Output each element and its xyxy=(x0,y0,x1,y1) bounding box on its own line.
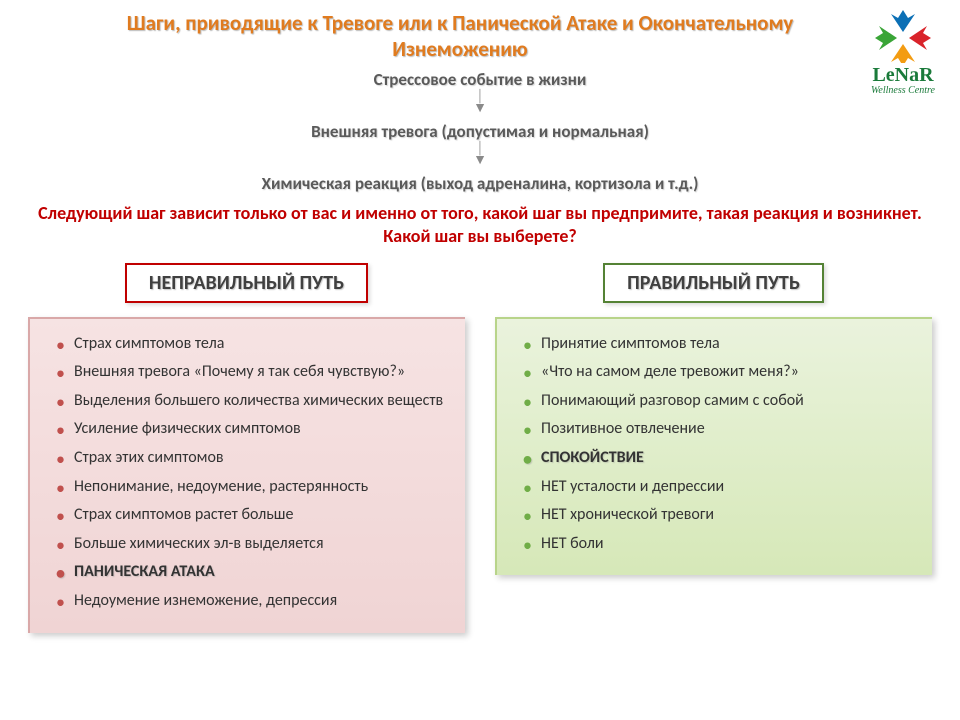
list-item: Больше химических эл-в выделяется xyxy=(52,533,451,555)
list-item: Страх симптомов растет больше xyxy=(52,504,451,526)
list-item: Позитивное отвлечение xyxy=(519,418,918,440)
list-item: Принятие симптомов тела xyxy=(519,333,918,355)
paths-container: НЕПРАВИЛЬНЫЙ ПУТЬ Страх симптомов тела Вн… xyxy=(0,249,960,633)
list-item: НЕТ усталости и депрессии xyxy=(519,476,918,498)
list-item: НЕТ хронической тревоги xyxy=(519,504,918,526)
list-item: Понимающий разговор самим с собой xyxy=(519,390,918,412)
list-item: ПАНИЧЕСКАЯ АТАКА xyxy=(52,561,451,583)
wrong-path-header: НЕПРАВИЛЬНЫЙ ПУТЬ xyxy=(125,263,368,303)
wrong-path-list: Страх симптомов тела Внешняя тревога «Поч… xyxy=(52,333,451,612)
main-title: Шаги, приводящие к Тревоге или к Паничес… xyxy=(0,0,960,63)
logo-brand-text: LeNaR xyxy=(858,65,948,85)
arrow-icon: │▼ xyxy=(0,142,960,167)
list-item: Недоумение изнеможение, депрессия xyxy=(52,590,451,612)
list-item: Выделения большего количества химических… xyxy=(52,390,451,412)
list-item: «Что на самом деле тревожит меня?» xyxy=(519,361,918,383)
list-item: Страх симптомов тела xyxy=(52,333,451,355)
wrong-path-column: НЕПРАВИЛЬНЫЙ ПУТЬ Страх симптомов тела Вн… xyxy=(28,263,465,633)
arrow-icon: │▼ xyxy=(0,90,960,115)
list-item: Усиление физических симптомов xyxy=(52,418,451,440)
list-item: СПОКОЙСТВИЕ xyxy=(519,447,918,469)
right-path-list: Принятие симптомов тела «Что на самом дел… xyxy=(519,333,918,555)
right-path-header: ПРАВИЛЬНЫЙ ПУТЬ xyxy=(603,263,824,303)
brand-logo: LeNaR Wellness Centre xyxy=(858,8,948,96)
logo-subtitle: Wellness Centre xyxy=(858,85,948,96)
step-3: Химическая реакция (выход адреналина, ко… xyxy=(0,173,960,194)
list-item: Непонимание, недоумение, растерянность xyxy=(52,476,451,498)
list-item: Страх этих симптомов xyxy=(52,447,451,469)
logo-icon xyxy=(873,8,933,63)
wrong-path-box: Страх симптомов тела Внешняя тревога «Поч… xyxy=(28,317,465,633)
list-item: Внешняя тревога «Почему я так себя чувст… xyxy=(52,361,451,383)
right-path-column: ПРАВИЛЬНЫЙ ПУТЬ Принятие симптомов тела «… xyxy=(495,263,932,633)
right-path-box: Принятие симптомов тела «Что на самом дел… xyxy=(495,317,932,576)
list-item: НЕТ боли xyxy=(519,533,918,555)
decision-note: Следующий шаг зависит только от вас и им… xyxy=(0,194,960,249)
